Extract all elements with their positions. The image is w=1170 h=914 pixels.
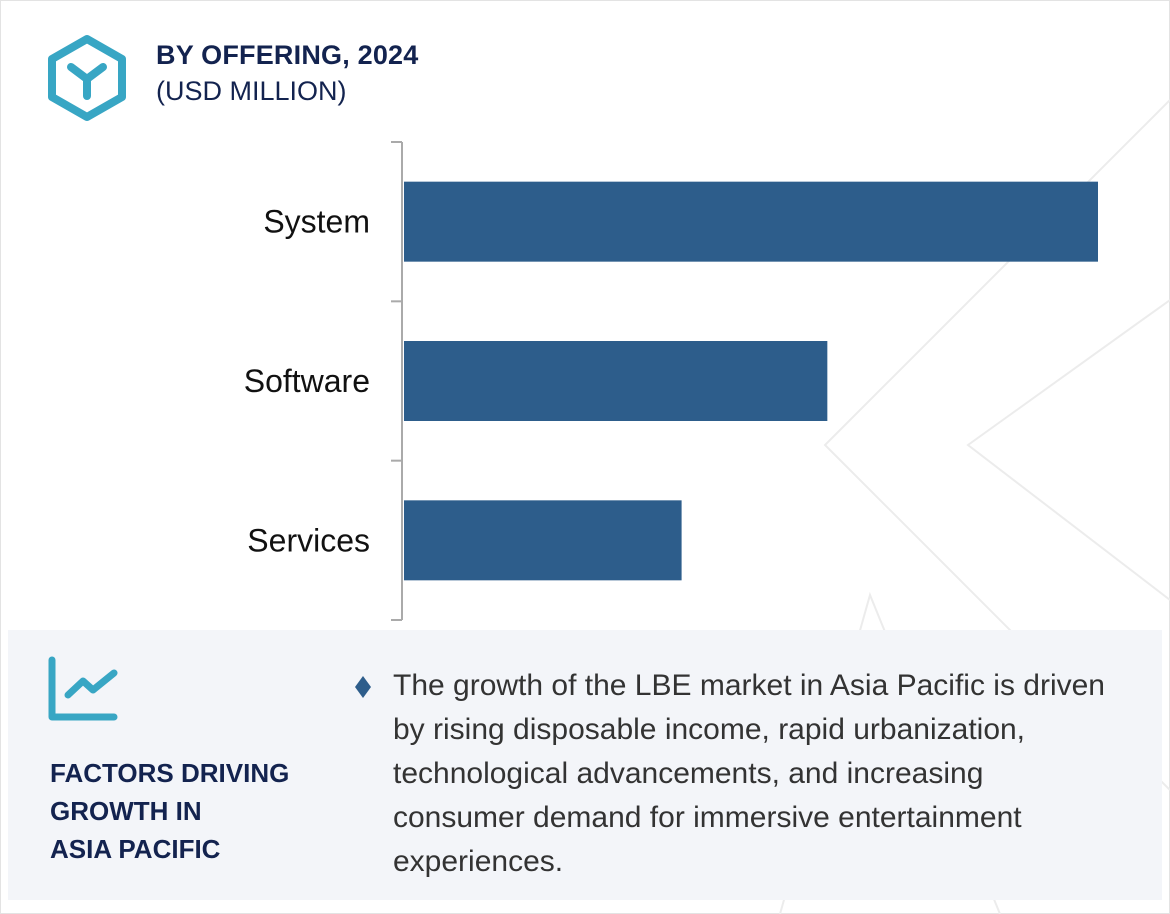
bar-chart: System Software Services <box>244 141 1098 621</box>
category-label: Services <box>247 522 370 558</box>
hexagon-cube-icon <box>48 35 126 121</box>
category-label: System <box>263 204 370 240</box>
factors-heading-line: ASIA PACIFIC <box>50 834 221 864</box>
bar-system <box>404 181 1098 262</box>
category-label: Software <box>244 363 370 399</box>
factors-heading-line: FACTORS DRIVING <box>50 758 290 788</box>
trend-chart-icon <box>48 656 118 721</box>
chart-title: BY OFFERING, 2024 <box>156 40 419 70</box>
factors-heading: FACTORS DRIVING GROWTH IN ASIA PACIFIC <box>50 754 350 868</box>
bar-software <box>404 341 828 421</box>
diamond-icon <box>355 676 371 698</box>
chart-unit-subtitle: (USD MILLION) <box>156 76 347 106</box>
factors-heading-line: GROWTH IN <box>50 796 202 826</box>
bar-services <box>404 500 682 581</box>
factors-description: The growth of the LBE market in Asia Pac… <box>393 669 1105 878</box>
factors-panel <box>8 630 1162 900</box>
